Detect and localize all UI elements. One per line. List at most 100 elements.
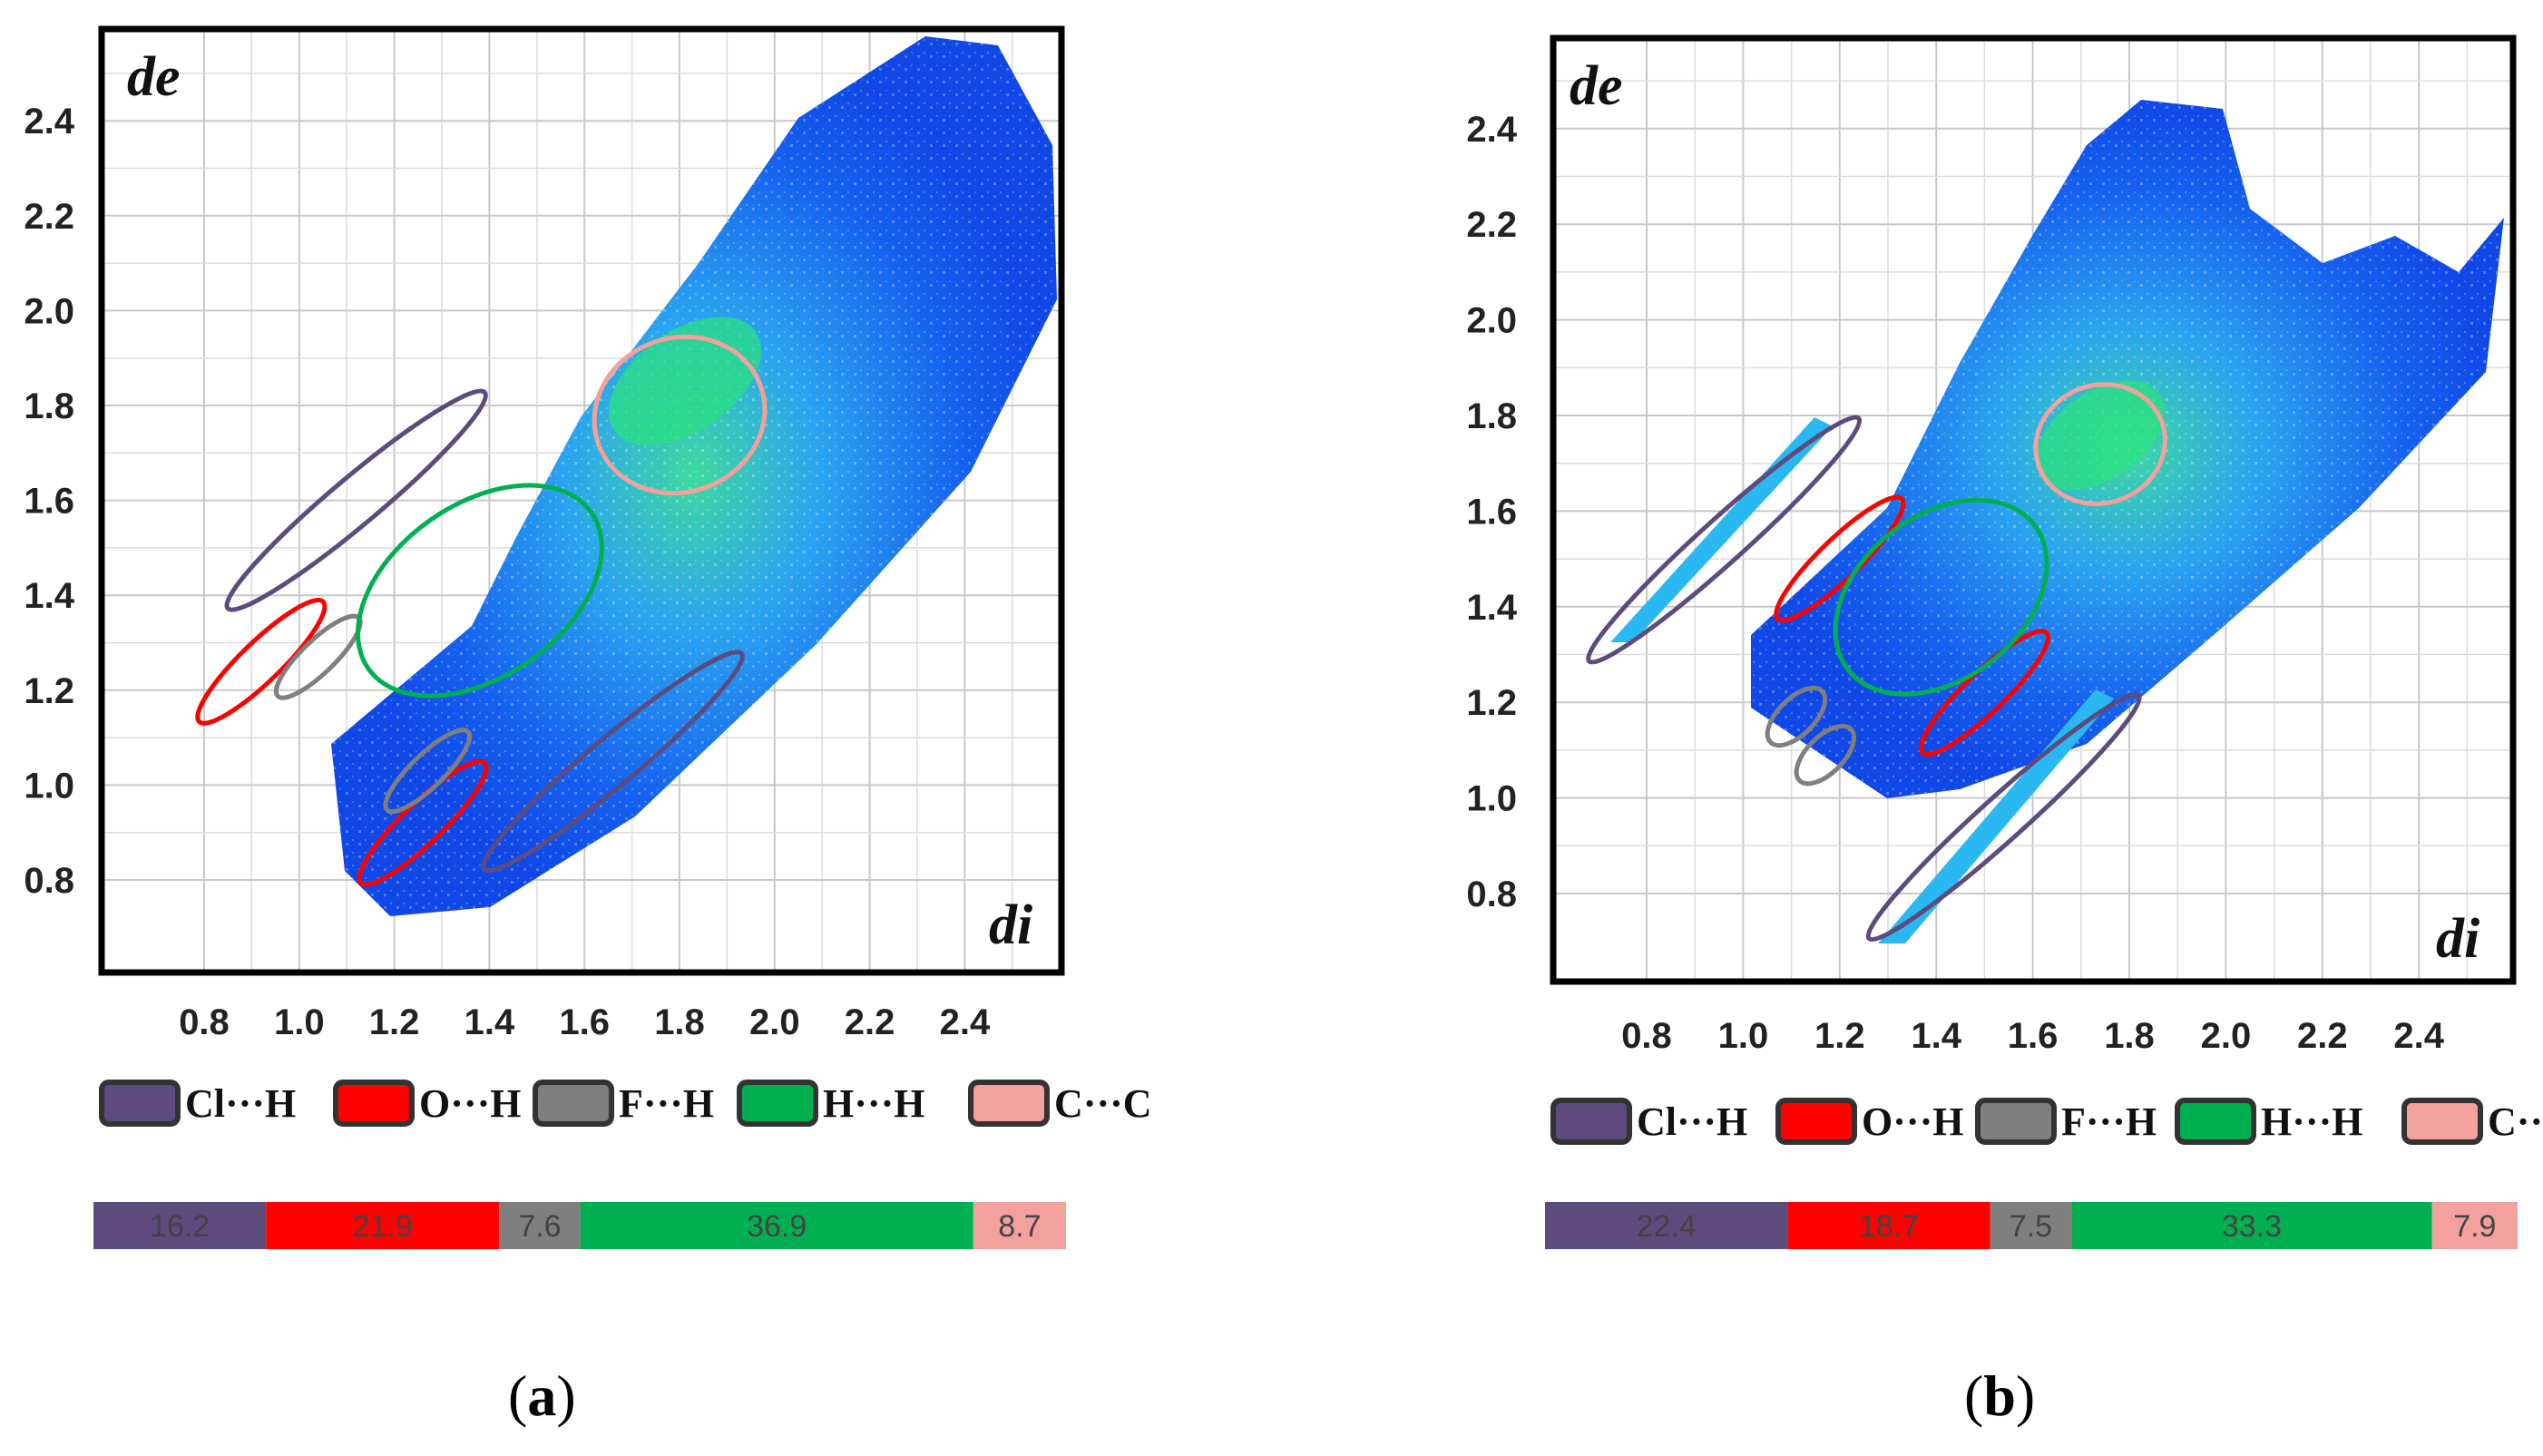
y-tick-label: 2.0 (24, 291, 74, 331)
contribution-segment (1545, 1202, 1788, 1249)
contact-region-clh (1586, 415, 1863, 665)
y-tick-label: 1.6 (24, 482, 74, 522)
contribution-segment (2431, 1202, 2518, 1249)
contribution-segment (2071, 1202, 2432, 1249)
y-tick-label: 1.0 (1466, 779, 1517, 819)
contact-region-fh (383, 728, 473, 815)
contribution-bar-a: 16.2 21.9 7.6 36.9 8.7 (93, 1202, 1066, 1249)
x-tick-label: 0.8 (179, 1002, 230, 1042)
panel-label-a: (a) (508, 1363, 576, 1428)
contribution-value: 36.9 (747, 1209, 807, 1244)
contact-region-oh (195, 598, 328, 726)
legend-swatch (533, 1080, 614, 1127)
y-tick-label: 1.6 (1466, 492, 1517, 532)
x-tick-label: 1.8 (654, 1002, 705, 1042)
contact-region-hh (1833, 497, 2049, 697)
y-tick-label: 1.2 (24, 671, 74, 711)
de-axis-label-b: de (1570, 55, 1623, 117)
legend-label: C···C (1054, 1081, 1152, 1126)
legend-swatch (2175, 1098, 2256, 1145)
contribution-bar-b: 22.4 18.7 7.5 33.3 7.9 (1545, 1202, 2518, 1249)
y-tick-label: 2.4 (24, 102, 74, 142)
y-tick-label: 1.0 (24, 766, 74, 806)
fingerprint-chart-a: 0.8 1.0 1.2 1.4 1.6 1.8 2.0 2.2 2.4 0.8 1.0 1.2 1.4 1… (24, 25, 1152, 1428)
x-tick-label: 1.4 (1911, 1016, 1961, 1056)
x-tick-label: 0.8 (1621, 1016, 1672, 1056)
legend-swatch (1550, 1098, 1632, 1145)
legend-label: H···H (823, 1081, 924, 1126)
legend-label: O···H (419, 1081, 521, 1126)
y-tick-label: 2.4 (1466, 110, 1517, 150)
y-tick-label: 1.2 (1466, 683, 1517, 723)
legend-label: C···C (2488, 1099, 2543, 1144)
x-tick-label: 1.6 (2008, 1016, 2059, 1056)
contact-region-clh (224, 388, 488, 612)
x-tick-label: 2.2 (2297, 1016, 2348, 1056)
contribution-value: 7.5 (2010, 1209, 2052, 1244)
contribution-segment (1787, 1202, 1990, 1249)
legend-b: Cl···H O···H F···H H···H C···C (1550, 1098, 2543, 1145)
x-tick-label: 1.2 (369, 1002, 420, 1042)
legend-swatch (1975, 1098, 2057, 1145)
fingerprint-plot-b: 0.8 1.0 1.2 1.4 1.6 1.8 2.0 2.2 2.4 0.8 1.0 1.2 1.4 1… (1452, 0, 2543, 1456)
contribution-value: 16.2 (150, 1209, 210, 1244)
contact-region-fh (1794, 724, 1856, 787)
contact-region-cc (2033, 382, 2167, 506)
legend-label: F···H (2061, 1099, 2157, 1144)
distribution-cloud-b (1610, 100, 2504, 943)
x-tick-label: 2.0 (749, 1002, 800, 1042)
panel-label-b: (b) (1964, 1363, 2035, 1428)
de-axis-label-a: de (127, 46, 181, 108)
y-tick-label: 1.4 (1466, 588, 1517, 628)
x-tick-label: 1.6 (559, 1002, 610, 1042)
y-tick-label: 0.8 (24, 861, 74, 901)
contribution-value: 18.7 (1859, 1209, 1919, 1244)
contribution-value: 33.3 (2222, 1209, 2282, 1244)
legend-swatch (2401, 1098, 2483, 1145)
contact-region-fh (1765, 685, 1828, 748)
y-tick-label: 1.8 (1466, 396, 1517, 436)
x-tick-label: 2.2 (845, 1002, 895, 1042)
contact-region-oh (1918, 629, 2050, 757)
contribution-segment (499, 1202, 581, 1249)
x-tick-label: 1.2 (1814, 1016, 1865, 1056)
legend-swatch (968, 1080, 1050, 1127)
contact-region-oh (357, 758, 489, 887)
contribution-segment (580, 1202, 973, 1249)
contact-region-hh (356, 483, 604, 699)
contribution-segment (973, 1202, 1066, 1249)
contact-region-clh (481, 650, 745, 874)
y-tick-label: 2.0 (1466, 301, 1517, 341)
contribution-value: 21.9 (353, 1209, 413, 1244)
legend-swatch (1775, 1098, 1857, 1145)
contribution-value: 8.7 (998, 1209, 1041, 1244)
contribution-value: 7.6 (518, 1209, 561, 1244)
y-tick-label: 2.2 (1466, 205, 1517, 245)
x-tick-label: 2.0 (2201, 1016, 2252, 1056)
contact-region-cc (592, 334, 768, 496)
legend-label: H···H (2261, 1099, 2362, 1144)
y-tick-label: 1.4 (24, 576, 74, 616)
contribution-segment (266, 1202, 500, 1249)
plot-frame (98, 25, 1065, 976)
contribution-value: 22.4 (1637, 1209, 1697, 1244)
contribution-segment (93, 1202, 267, 1249)
contribution-value: 7.9 (2453, 1209, 2496, 1244)
legend-a: Cl···H O···H F···H H···H C···C (99, 1080, 1152, 1127)
fingerprint-chart-b: 0.8 1.0 1.2 1.4 1.6 1.8 2.0 2.2 2.4 0.8 1.0 1.2 1.4 1… (1466, 34, 2543, 1428)
contribution-segment (1990, 1202, 2072, 1249)
x-tick-label: 2.4 (940, 1002, 991, 1042)
legend-swatch (737, 1080, 818, 1127)
contact-region-clh (1865, 692, 2142, 943)
y-tick-label: 2.2 (24, 197, 74, 237)
y-tick-label: 1.8 (24, 386, 74, 426)
x-tick-label: 1.0 (274, 1002, 325, 1042)
fingerprint-plot-a: 0.8 1.0 1.2 1.4 1.6 1.8 2.0 2.2 2.4 0.8 1.0 1.2 1.4 1… (0, 0, 1252, 1456)
legend-label: Cl···H (185, 1081, 296, 1126)
legend-swatch (99, 1080, 181, 1127)
x-tick-label: 2.4 (2393, 1016, 2444, 1056)
legend-label: F···H (619, 1081, 714, 1126)
legend-label: Cl···H (1637, 1099, 1747, 1144)
y-tick-label: 0.8 (1466, 875, 1517, 914)
x-tick-label: 1.8 (2104, 1016, 2155, 1056)
